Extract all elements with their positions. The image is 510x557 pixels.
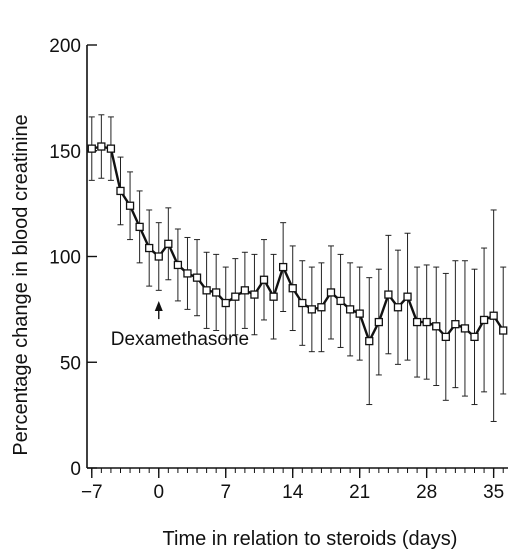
data-point <box>499 326 508 335</box>
data-point <box>384 290 393 299</box>
data-point <box>269 292 278 301</box>
data-point <box>145 243 154 253</box>
y-axis-title: Percentage change in blood creatinine <box>10 114 32 455</box>
data-point <box>460 324 470 333</box>
y-tick-label: 200 <box>49 36 81 57</box>
x-tick-label: 35 <box>483 482 504 503</box>
data-point <box>259 275 269 284</box>
data-point <box>451 320 460 329</box>
data-point <box>183 269 192 278</box>
y-tick-label: 100 <box>49 248 81 269</box>
data-point <box>479 315 489 325</box>
data-point <box>307 305 317 314</box>
data-point <box>432 322 441 331</box>
annotation-arrow-head <box>154 301 163 312</box>
y-tick-label: 0 <box>70 459 81 480</box>
x-tick-label: 21 <box>349 482 370 503</box>
data-point <box>278 262 288 272</box>
data-point <box>87 144 96 153</box>
data-point <box>154 252 163 261</box>
data-point <box>288 284 297 293</box>
data-point <box>221 298 230 308</box>
data-point <box>202 286 211 295</box>
data-point <box>489 311 498 320</box>
data-point <box>365 336 374 346</box>
x-tick-label: 0 <box>153 482 164 503</box>
y-tick-label: 150 <box>49 142 81 163</box>
data-point <box>125 201 135 210</box>
data-point <box>116 186 125 196</box>
data-point <box>106 144 116 153</box>
data-point <box>412 317 422 327</box>
x-tick-label: 14 <box>282 482 304 503</box>
data-point <box>298 298 307 308</box>
x-tick-label: −7 <box>81 482 103 503</box>
data-point <box>164 239 173 248</box>
data-point <box>470 332 479 342</box>
data-point <box>231 292 240 301</box>
data-point <box>393 303 403 312</box>
x-tick-label: 28 <box>416 482 437 503</box>
data-point <box>403 292 412 301</box>
data-point <box>326 288 336 297</box>
data-point <box>135 222 144 232</box>
data-point <box>317 303 326 312</box>
annotation-label: Dexamethasone <box>111 329 249 350</box>
data-point <box>345 305 355 314</box>
data-point <box>97 142 106 151</box>
x-tick-label: 7 <box>220 482 231 503</box>
data-point <box>441 332 450 342</box>
data-point <box>212 288 221 297</box>
data-point <box>250 290 259 299</box>
series-line <box>91 145 505 343</box>
data-point <box>192 273 202 282</box>
x-axis-title: Time in relation to steroids (days) <box>163 528 458 550</box>
data-point <box>173 260 183 270</box>
data-point <box>422 317 431 327</box>
data-point <box>240 286 250 295</box>
data-point <box>374 317 383 327</box>
data-point <box>355 309 364 318</box>
y-tick-label: 50 <box>60 353 81 374</box>
data-point <box>336 296 345 306</box>
